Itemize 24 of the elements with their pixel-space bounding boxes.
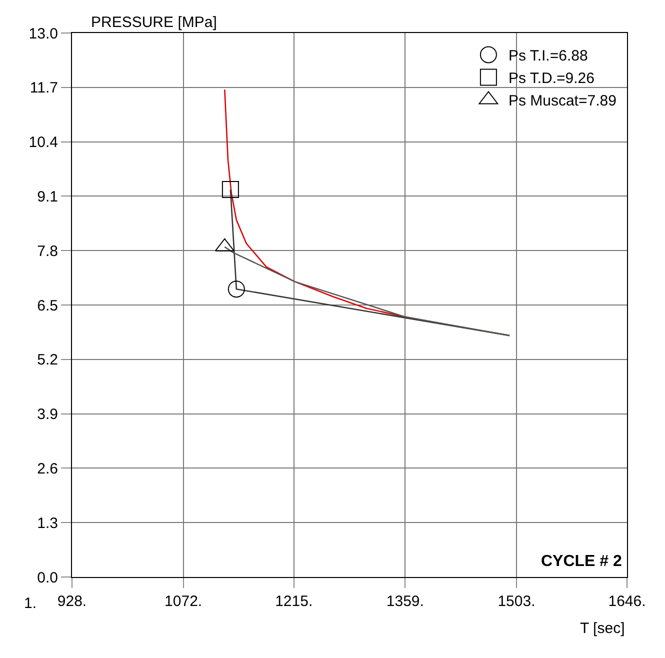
y-tick-label: 3.9 [37,406,58,424]
x-tick-label: 1503. [498,593,536,610]
x-tick-label: 1072. [164,593,202,610]
x-tick-label: 1215. [275,593,313,610]
text: 1. [24,595,37,612]
annotation: CYCLE # 2 [541,553,622,570]
y-tick-label: 10.4 [28,134,58,152]
y-tick-label: 5.2 [37,352,58,369]
y-tick-label: 7.8 [37,242,58,260]
y-tick-label: 0.0 [37,569,58,586]
y-tick-label: 9.1 [37,188,58,206]
legend-label: Ps T.I.=6.88 [508,48,588,65]
y-tick-label: 2.6 [37,460,58,478]
y-axis-title: PRESSURE [MPa] [91,14,217,31]
x-tick-label: 1359. [386,593,424,610]
legend-label: Ps Muscat=7.89 [508,92,616,110]
x-axis-title: T [sec] [580,620,625,637]
y-tick-label: 11.7 [30,80,58,97]
legend-label: Ps T.D.=9.26 [508,70,594,88]
y-tick-label: 6.5 [37,297,58,314]
y-tick-label: 1.3 [37,514,58,532]
x-tick-label: 1646. [608,593,646,610]
x-tick-label: 928. [57,593,87,610]
y-tick-label: 13.0 [28,25,58,42]
